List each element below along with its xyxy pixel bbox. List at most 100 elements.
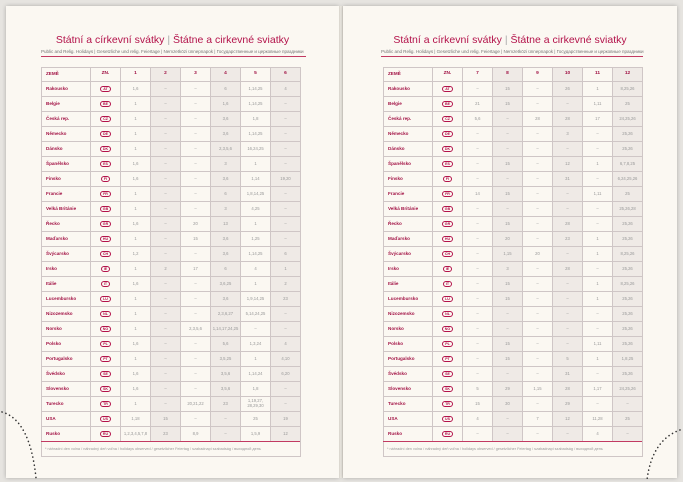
title-cz: Státní a církevní svátky xyxy=(393,34,502,46)
country-code-badge: FR xyxy=(100,190,111,198)
country-name: Irsko xyxy=(41,261,91,277)
country-code-cell: FR xyxy=(90,186,121,202)
country-code-cell: GB xyxy=(432,201,463,217)
holiday-dates-cell: 3 xyxy=(210,156,241,172)
holiday-dates-cell: 20,21,22 xyxy=(180,396,211,412)
holiday-dates-cell: 6,7,8,25 xyxy=(612,156,643,172)
country-code-badge: NO xyxy=(99,325,112,333)
holiday-dates-cell: 25,26 xyxy=(612,306,643,322)
holiday-dates-cell: 1,11 xyxy=(582,96,613,112)
holiday-dates-cell: – xyxy=(552,426,583,442)
holiday-dates-cell: – xyxy=(552,336,583,352)
country-code-cell: TR xyxy=(432,396,463,412)
holiday-dates-cell: – xyxy=(522,156,553,172)
holiday-dates-cell: – xyxy=(492,411,523,427)
holiday-dates-cell: – xyxy=(552,201,583,217)
country-code-cell: ES xyxy=(432,156,463,172)
holiday-dates-cell: – xyxy=(522,351,553,367)
holiday-dates-cell: – xyxy=(552,141,583,157)
holiday-dates-cell: 21 xyxy=(462,96,493,112)
country-code-badge: SE xyxy=(442,370,453,378)
holiday-dates-cell: – xyxy=(180,291,211,307)
holiday-dates-cell: – xyxy=(180,246,211,262)
country-code-cell: CH xyxy=(90,246,121,262)
holiday-dates-cell: – xyxy=(462,366,493,382)
holiday-dates-cell: 1 xyxy=(120,111,151,127)
country-code-cell: HU xyxy=(432,231,463,247)
holiday-dates-cell: – xyxy=(462,276,493,292)
holiday-dates-cell: – xyxy=(180,306,211,322)
holiday-dates-cell: 1,19,27, 28,29,30 xyxy=(240,396,271,412)
column-header-code: ZN. xyxy=(432,67,463,82)
right-page: Státní a církevní svátky | Štátne a cirk… xyxy=(343,6,677,478)
holiday-dates-cell: – xyxy=(522,126,553,142)
holiday-dates-cell: – xyxy=(522,336,553,352)
column-header-month: 5 xyxy=(240,67,271,82)
holiday-dates-cell: – xyxy=(552,96,583,112)
country-code-cell: IT xyxy=(432,276,463,292)
holiday-dates-cell: 1,14,17,24,25 xyxy=(210,321,241,337)
country-name: Norsko xyxy=(41,321,91,337)
country-code-badge: NO xyxy=(441,325,454,333)
holiday-dates-cell: – xyxy=(462,291,493,307)
holiday-dates-cell: 1,14 xyxy=(240,171,271,187)
holiday-dates-cell: – xyxy=(552,276,583,292)
country-code-badge: LU xyxy=(442,295,453,303)
divider xyxy=(41,441,300,443)
table-row: Rakousko AT –15–26 1 8,25,26 xyxy=(383,81,643,97)
country-code-badge: PL xyxy=(442,340,453,348)
holiday-dates-cell: 23 xyxy=(150,426,181,442)
holiday-dates-cell: 25,26 xyxy=(612,126,643,142)
holiday-dates-cell: 20 xyxy=(522,246,553,262)
country-name: Portugalsko xyxy=(383,351,433,367)
column-header-month: 10 xyxy=(552,67,583,82)
table-row: Irsko IE 1 2 17 6 4 1 xyxy=(41,261,301,277)
table-row: Dánsko DK 1– –2,3,5,6 16,24,25– xyxy=(41,141,301,157)
country-code-badge: CZ xyxy=(100,115,111,123)
holiday-dates-cell: 23 xyxy=(210,396,241,412)
country-code-badge: CH xyxy=(99,250,112,258)
country-name: Česká rep. xyxy=(41,111,91,127)
holiday-dates-cell: – xyxy=(150,276,181,292)
holiday-dates-cell: 1,14,24 xyxy=(240,366,271,382)
holiday-dates-cell: 1 xyxy=(240,156,271,172)
holiday-dates-cell: – xyxy=(462,141,493,157)
footnote-row: * náhradní den volna / náhradný deň voľn… xyxy=(383,441,643,457)
country-code-badge: SE xyxy=(100,370,111,378)
country-name: Irsko xyxy=(383,261,433,277)
holiday-dates-cell: 28 xyxy=(552,261,583,277)
holiday-dates-cell: – xyxy=(582,201,613,217)
holiday-dates-cell: – xyxy=(462,126,493,142)
holiday-dates-cell: – xyxy=(462,306,493,322)
footnote: * náhradní den volna / náhradný deň voľn… xyxy=(383,441,643,457)
holiday-dates-cell: 11,28 xyxy=(582,411,613,427)
holiday-dates-cell: 1,17 xyxy=(582,381,613,397)
left-page: Státní a církevní svátky | Štátne a cirk… xyxy=(6,6,339,478)
country-code-cell: GB xyxy=(90,201,121,217)
country-code-cell: SE xyxy=(90,366,121,382)
holiday-dates-cell: 15 xyxy=(492,186,523,202)
holiday-dates-cell: – xyxy=(150,291,181,307)
country-code-badge: GR xyxy=(99,220,112,228)
table-row: Švédsko SE 1,6– –3,5,6 1,14,24 6,20 xyxy=(41,366,301,382)
country-name: Maďarsko xyxy=(41,231,91,247)
holiday-dates-cell: 3 xyxy=(492,261,523,277)
holiday-dates-cell: – xyxy=(492,111,523,127)
holiday-dates-cell: 1,6 xyxy=(120,216,151,232)
holiday-dates-cell: 3,6 xyxy=(210,231,241,247)
holiday-dates-cell: 28 xyxy=(552,381,583,397)
holiday-dates-cell: – xyxy=(150,306,181,322)
holiday-dates-cell: – xyxy=(150,381,181,397)
holiday-dates-cell: – xyxy=(492,141,523,157)
holiday-dates-cell: – xyxy=(522,81,553,97)
holiday-dates-cell: – xyxy=(270,186,301,202)
holiday-dates-cell: 17 xyxy=(582,111,613,127)
holiday-dates-cell: 1,8,25 xyxy=(612,351,643,367)
holiday-dates-cell: 1,15 xyxy=(492,246,523,262)
holiday-dates-cell: 15 xyxy=(180,231,211,247)
table-row: Slovensko SK 1,6– –3,5,6 1,8– xyxy=(41,381,301,397)
holiday-dates-cell: – xyxy=(180,366,211,382)
holiday-dates-cell: 1 xyxy=(582,231,613,247)
country-name: Švédsko xyxy=(41,366,91,382)
holiday-dates-cell: 4 xyxy=(240,261,271,277)
